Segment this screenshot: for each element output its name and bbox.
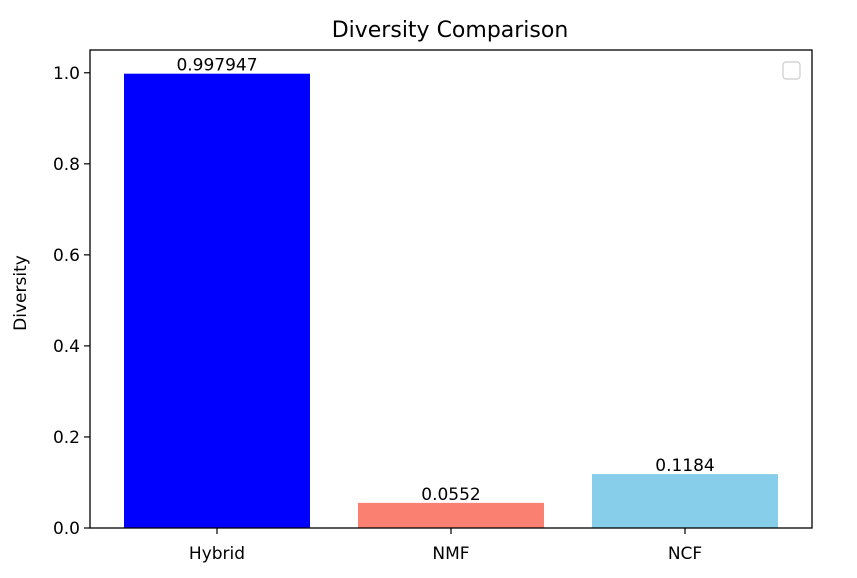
y-tick-label: 1.0 — [53, 64, 80, 84]
y-tick-label: 0.0 — [53, 519, 80, 539]
y-axis: 0.0 0.2 0.4 0.6 0.8 1.0 — [53, 64, 90, 539]
bar-hybrid — [124, 73, 310, 529]
bar-value-label-nmf: 0.0552 — [421, 485, 480, 505]
x-tick-label-ncf: NCF — [668, 544, 702, 564]
y-tick-label: 0.8 — [53, 155, 80, 175]
bar-data-labels: 0.997947 0.0552 0.1184 — [176, 56, 714, 505]
x-tick-label-hybrid: Hybrid — [189, 544, 245, 564]
y-axis-label: Diversity — [11, 255, 31, 331]
bar-value-label-hybrid: 0.997947 — [176, 56, 257, 76]
chart-title: Diversity Comparison — [332, 18, 569, 43]
bar-nmf — [358, 502, 544, 528]
legend-box — [782, 61, 801, 80]
plot-area-frame — [89, 49, 813, 529]
x-tick-label-nmf: NMF — [432, 544, 469, 564]
y-tick-label: 0.2 — [53, 428, 80, 448]
y-tick-label: 0.4 — [53, 337, 80, 357]
bars-group — [124, 73, 778, 529]
bar-ncf — [592, 474, 778, 528]
bar-value-label-ncf: 0.1184 — [655, 456, 714, 476]
y-tick-label: 0.6 — [53, 246, 80, 266]
x-axis: Hybrid NMF NCF — [189, 528, 702, 564]
